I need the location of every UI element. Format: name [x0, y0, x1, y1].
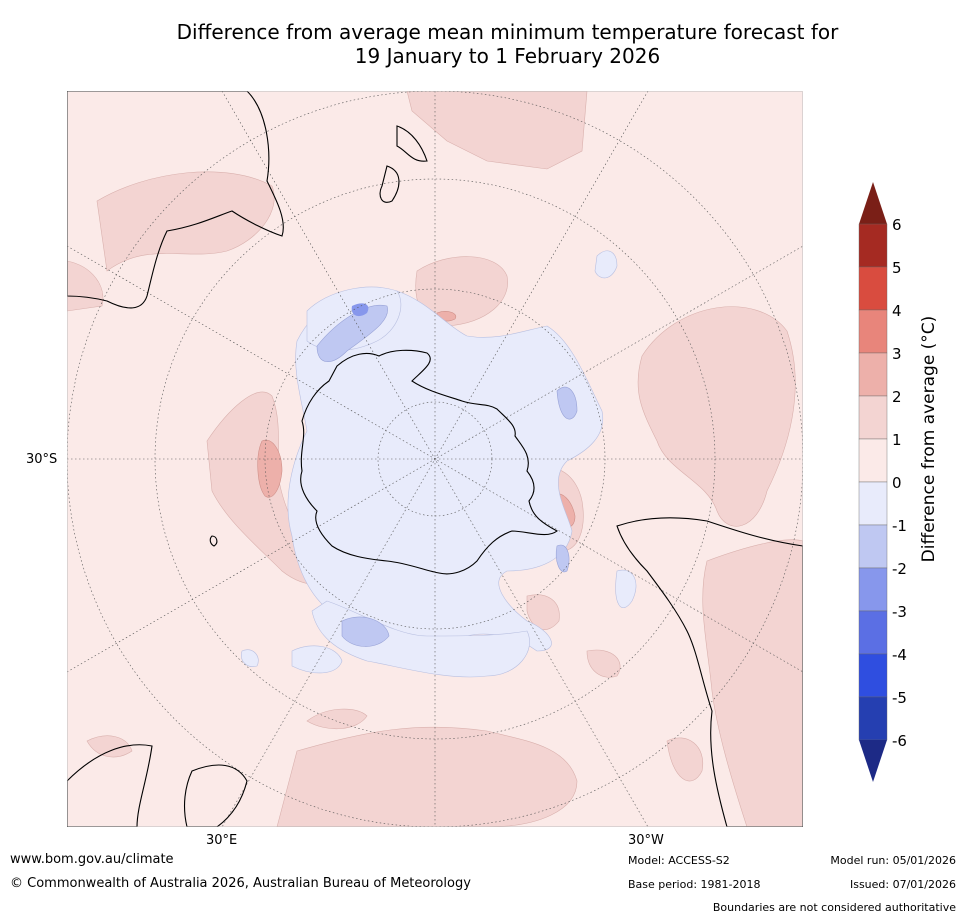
- colorbar-tick-label: 0: [892, 474, 902, 492]
- colorbar-segment: [858, 481, 888, 526]
- lon-label-30e: 30°E: [206, 833, 238, 848]
- colorbar-segment: [858, 653, 888, 698]
- title-line-1: Difference from average mean minimum tem…: [176, 20, 839, 44]
- colorbar: 6 5 4 3 2 1 0 -1 -2 -3 -4 -5 -6 Difference from aver…: [858, 182, 939, 782]
- kerguelen-island: [209, 535, 218, 547]
- colorbar-tick-label: -3: [892, 603, 907, 621]
- anomaly-minus1-patch-d: [241, 649, 259, 667]
- map-frame: [67, 91, 803, 827]
- colorbar-segment: [858, 352, 888, 397]
- colorbar-tick-label: 6: [892, 216, 902, 234]
- antarctica-coast: [300, 349, 558, 575]
- footer-issued: Issued: 07/01/2026: [849, 878, 956, 891]
- colorbar-tick-label: 3: [892, 345, 902, 363]
- colorbar-under-arrow: [859, 740, 887, 782]
- title-line-2: 19 January to 1 February 2026: [354, 44, 661, 68]
- footer-model: Model: ACCESS-S2: [628, 854, 730, 867]
- anomaly-minus2-regions: [316, 304, 578, 647]
- colorbar-ticks: 6 5 4 3 2 1 0 -1 -2 -3 -4 -5 -6: [892, 216, 907, 750]
- colorbar-over-arrow: [859, 182, 887, 224]
- australia-coast: [67, 91, 284, 309]
- madagascar-coast: [183, 764, 248, 827]
- colorbar-segment: [858, 610, 888, 655]
- colorbar-tick-label: -5: [892, 689, 907, 707]
- anomaly-minus1-patch-a: [291, 645, 343, 674]
- graticule: [67, 91, 803, 827]
- colorbar-segment: [858, 524, 888, 569]
- forecast-map: [67, 91, 803, 827]
- footer-copyright: © Commonwealth of Australia 2026, Austra…: [10, 876, 471, 891]
- anomaly-minus1-patch-b: [594, 250, 618, 279]
- colorbar-segment: [858, 567, 888, 612]
- colorbar-segment: [858, 223, 888, 268]
- lon-label-30w: 30°W: [628, 833, 664, 848]
- colorbar-segment: [858, 438, 888, 483]
- colorbar-tick-label: -2: [892, 560, 907, 578]
- colorbar-tick-label: 1: [892, 431, 902, 449]
- footer-model-run: Model run: 05/01/2026: [830, 854, 956, 867]
- colorbar-segments: [858, 182, 888, 782]
- africa-coast: [67, 744, 153, 827]
- colorbar-segment: [858, 309, 888, 354]
- colorbar-tick-label: -6: [892, 732, 907, 750]
- new-zealand-coast: [379, 125, 428, 203]
- footer-disclaimer: Boundaries are not considered authoritat…: [712, 901, 956, 914]
- colorbar-tick-label: -1: [892, 517, 907, 535]
- map-title: Difference from average mean minimum tem…: [60, 20, 955, 68]
- anomaly-minus1-patch-c: [615, 569, 637, 608]
- colorbar-tick-label: 5: [892, 259, 902, 277]
- colorbar-tick-label: 2: [892, 388, 902, 406]
- footer-base-period: Base period: 1981-2018: [628, 878, 761, 891]
- coastlines: [67, 91, 803, 827]
- colorbar-segment: [858, 696, 888, 741]
- colorbar-segment: [858, 266, 888, 311]
- colorbar-label: Difference from average (°C): [919, 316, 939, 563]
- south-america-coast: [616, 517, 803, 827]
- lat-label-30s: 30°S: [26, 452, 58, 467]
- colorbar-segment: [858, 395, 888, 440]
- anomaly-minus1-ring: [287, 289, 604, 653]
- colorbar-tick-label: -4: [892, 646, 907, 664]
- anomaly-minus3-spot: [351, 303, 369, 317]
- colorbar-tick-label: 4: [892, 302, 902, 320]
- footer-url[interactable]: www.bom.gov.au/climate: [10, 852, 174, 867]
